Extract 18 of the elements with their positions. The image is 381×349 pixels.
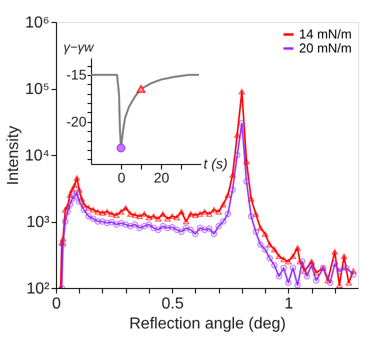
x-tick-label: 0.5 <box>162 296 184 312</box>
x-tick-label: 0 <box>118 170 126 186</box>
x-tick-label: 1 <box>284 296 294 312</box>
y-axis-title: Intensity <box>4 126 22 186</box>
x-axis-title: Reflection angle (deg) <box>129 316 286 332</box>
y-tick-label: 10⁵ <box>25 81 50 98</box>
y-tick-label: 10² <box>26 280 50 298</box>
y-tick-label: -15 <box>66 66 87 82</box>
x-tick-label: 0 <box>52 296 62 312</box>
y-tick-label: 10⁶ <box>25 14 50 32</box>
y-tick-label: 10³ <box>26 214 50 231</box>
y-tick-label: 10⁴ <box>24 148 50 164</box>
y-tick-label: -20 <box>66 113 87 130</box>
x-tick-label: 20 <box>154 170 170 186</box>
legend-label: 20 mN/m <box>299 40 352 56</box>
y-axis-title: γ−γw <box>64 40 96 54</box>
x-axis-title: t (s) <box>204 156 228 172</box>
legend-label: 14 mN/m <box>299 26 352 42</box>
